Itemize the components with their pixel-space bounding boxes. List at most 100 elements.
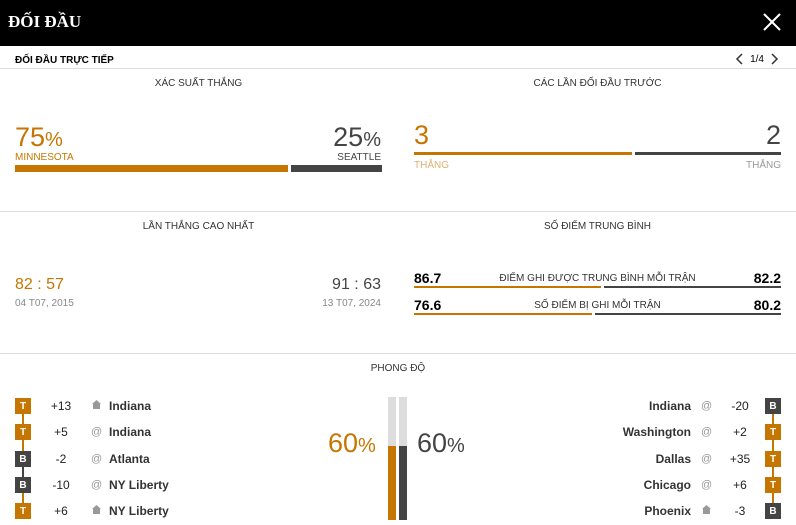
score-diff: +6 xyxy=(733,478,747,492)
score-diff: +6 xyxy=(54,504,68,518)
form-right-pct-unit: % xyxy=(447,435,465,457)
form-row: Chicago @ +6 T xyxy=(551,476,781,494)
opponent-name: Indiana xyxy=(109,399,152,413)
win-prob-right-team: SEATTLE xyxy=(337,152,381,163)
prev-left-label: THẮNG xyxy=(414,160,449,171)
score-diff: +5 xyxy=(54,425,68,439)
win-prob-right-bar xyxy=(291,165,382,172)
avg-scored-right: 82.2 xyxy=(753,270,781,286)
connector-line xyxy=(772,440,774,451)
form-right-bar xyxy=(399,446,407,520)
opponent-name: Dallas xyxy=(655,452,691,466)
form-row: T +6 NY Liberty xyxy=(15,502,245,520)
win-prob-left-bar xyxy=(15,165,288,172)
opponent-name: Indiana xyxy=(648,399,691,413)
result-badge: T xyxy=(15,398,31,414)
divider xyxy=(0,211,796,212)
score-diff: -10 xyxy=(52,478,70,492)
opponent-name: Indiana xyxy=(109,425,152,439)
biggest-win-left-date: 04 T07, 2015 xyxy=(15,298,74,309)
opponent-name: NY Liberty xyxy=(109,478,169,492)
opponent-name: Washington xyxy=(622,425,691,439)
avg-conceded-left-bar xyxy=(414,313,592,315)
chevron-right-icon[interactable] xyxy=(768,52,780,66)
avg-conceded-label: SỐ ĐIỂM BỊ GHI MỖI TRẬN xyxy=(534,300,661,311)
result-badge: B xyxy=(15,477,31,493)
away-icon: @ xyxy=(701,426,713,438)
away-icon: @ xyxy=(701,453,713,465)
away-icon: @ xyxy=(91,479,103,491)
result-badge: T xyxy=(765,424,781,440)
connector-line xyxy=(772,493,774,503)
average-points-title: SỐ ĐIỂM TRUNG BÌNH xyxy=(543,221,652,232)
connector-line xyxy=(772,467,774,477)
prev-right-wins: 2 xyxy=(765,120,781,150)
score-a: 91 xyxy=(332,276,350,293)
pager-label: 1/4 xyxy=(750,53,764,65)
divider xyxy=(0,353,796,354)
win-prob-right: 25% xyxy=(333,122,381,153)
win-prob-left: 75% xyxy=(15,122,63,153)
win-probability-title: XÁC SUẤT THẮNG xyxy=(154,78,243,89)
prev-right-bar xyxy=(635,152,781,155)
prev-left-wins: 3 xyxy=(414,120,430,150)
win-prob-right-unit: % xyxy=(363,129,381,151)
score-diff: +35 xyxy=(729,452,751,466)
form-row: Indiana @ -20 B xyxy=(551,397,781,415)
connector-line xyxy=(22,440,24,451)
home-icon xyxy=(91,399,109,413)
biggest-win-title: LẦN THẮNG CAO NHẤT xyxy=(142,221,255,232)
win-prob-left-value: 75 xyxy=(15,122,46,152)
avg-conceded-left: 76.6 xyxy=(414,297,442,313)
opponent-name: Phoenix xyxy=(644,504,691,518)
score-diff: -2 xyxy=(55,452,67,466)
form-right-pct-value: 60 xyxy=(417,428,448,458)
score-diff: -3 xyxy=(734,504,746,518)
score-a: 82 xyxy=(15,276,33,293)
result-badge: T xyxy=(765,451,781,467)
opponent-name: Atlanta xyxy=(109,452,150,466)
biggest-win-right-date: 13 T07, 2024 xyxy=(322,298,381,309)
score-diff: +2 xyxy=(733,425,747,439)
form-row: T +5 @ Indiana xyxy=(15,423,245,441)
form-left-bar xyxy=(388,446,396,520)
connector-line xyxy=(22,467,24,477)
result-badge: T xyxy=(765,477,781,493)
opponent-name: NY Liberty xyxy=(109,504,169,518)
score-diff: +13 xyxy=(50,399,72,413)
score-diff: -20 xyxy=(731,399,749,413)
form-title: PHONG ĐỘ xyxy=(370,363,426,374)
connector-line xyxy=(772,414,774,424)
result-badge: T xyxy=(15,424,31,440)
form-row: Phoenix -3 B xyxy=(551,502,781,520)
section-label: ĐỐI ĐẦU TRỰC TIẾP xyxy=(15,55,114,66)
chevron-left-icon[interactable] xyxy=(734,52,746,66)
form-row: Dallas @ +35 T xyxy=(551,450,781,468)
opponent-name: Chicago xyxy=(643,478,691,492)
form-row: B -10 @ NY Liberty xyxy=(15,476,245,494)
result-badge: B xyxy=(765,398,781,414)
away-icon: @ xyxy=(91,453,103,465)
prev-left-bar xyxy=(414,152,632,155)
away-icon: @ xyxy=(91,426,103,438)
score-sep: : xyxy=(37,276,42,293)
score-b: 57 xyxy=(46,276,64,293)
connector-line xyxy=(22,414,24,424)
win-prob-right-value: 25 xyxy=(333,122,364,152)
score-sep: : xyxy=(354,276,359,293)
close-icon[interactable] xyxy=(762,12,782,32)
prev-right-label: THẮNG xyxy=(746,160,781,171)
pager: 1/4 xyxy=(734,52,780,66)
form-row: B -2 @ Atlanta xyxy=(15,450,245,468)
avg-conceded-right: 80.2 xyxy=(753,297,781,313)
avg-conceded-right-bar xyxy=(595,313,781,315)
modal-title: ĐỐI ĐẦU xyxy=(8,12,82,31)
win-prob-left-unit: % xyxy=(45,129,63,151)
away-icon: @ xyxy=(701,400,713,412)
form-row: Washington @ +2 T xyxy=(551,423,781,441)
divider xyxy=(0,68,796,69)
away-icon: @ xyxy=(701,479,713,491)
biggest-win-right-score: 91 : 63 xyxy=(332,276,381,294)
form-left-pct: 60% xyxy=(328,428,376,459)
win-prob-left-team: MINNESOTA xyxy=(15,152,74,163)
